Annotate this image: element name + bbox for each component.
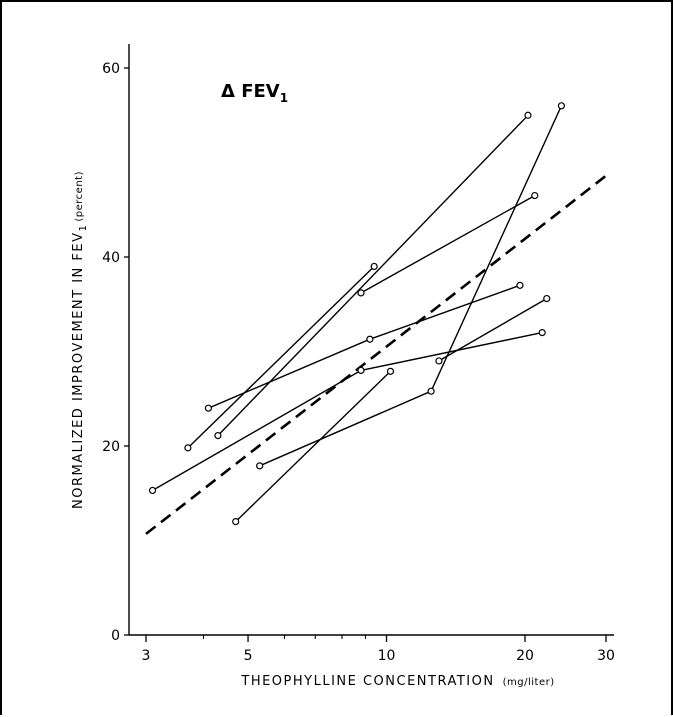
data-point <box>531 191 539 200</box>
data-point <box>256 462 264 470</box>
series-group <box>152 105 563 523</box>
data-point <box>516 281 524 289</box>
data-point <box>557 102 566 110</box>
data-point <box>214 432 222 440</box>
data-point <box>366 335 374 343</box>
data-point <box>524 111 532 119</box>
y-tick-label: 0 <box>111 628 120 644</box>
data-point <box>370 262 378 271</box>
series-line-8 <box>438 297 548 362</box>
y-tick-label: 20 <box>102 439 120 455</box>
series-line-7 <box>360 194 536 294</box>
chart-title: Δ FEV1 <box>221 81 288 105</box>
data-point <box>543 294 551 303</box>
series-line-1 <box>187 265 375 449</box>
y-axis-title: NORMALIZED IMPROVEMENT IN FEV1(percent) <box>71 171 89 509</box>
x-tick-label: 30 <box>597 648 615 664</box>
data-point <box>386 367 395 375</box>
data-point <box>435 357 443 365</box>
regression-line-group <box>145 174 607 535</box>
series-line-5 <box>235 370 391 523</box>
series-line-6 <box>259 105 563 467</box>
x-tick-label: 10 <box>378 648 396 664</box>
data-point <box>357 366 365 374</box>
y-tick-label: 60 <box>102 61 120 77</box>
points-group <box>148 102 566 526</box>
axes <box>128 44 614 636</box>
data-point <box>538 329 546 337</box>
data-point <box>232 517 240 526</box>
y-tick-label: 40 <box>102 250 120 266</box>
series-line-4 <box>152 331 543 492</box>
data-point <box>427 387 435 395</box>
x-tick-label: 20 <box>516 648 534 664</box>
data-point <box>148 486 157 495</box>
x-tick-label: 5 <box>244 648 253 664</box>
regression-line <box>145 174 607 535</box>
x-axis-title: THEOPHYLLINE CONCENTRATION (mg/liter) <box>240 674 554 689</box>
data-point <box>204 404 213 412</box>
x-tick-label: 3 <box>142 648 151 664</box>
data-point <box>184 444 192 452</box>
data-point <box>357 289 365 297</box>
